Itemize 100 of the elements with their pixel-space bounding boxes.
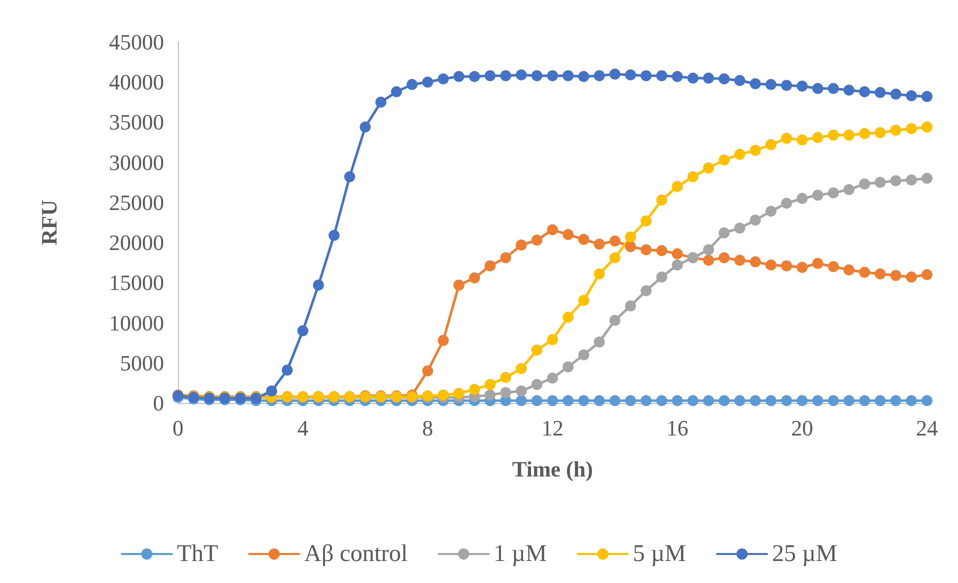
point	[578, 294, 590, 306]
point	[609, 314, 620, 326]
point	[703, 162, 714, 174]
y-tick-label: 10000	[109, 310, 164, 336]
point	[828, 395, 839, 406]
y-tick-label: 15000	[109, 270, 164, 296]
point	[890, 175, 902, 186]
point	[547, 395, 558, 406]
point	[859, 266, 870, 278]
point	[906, 272, 917, 283]
point	[422, 76, 434, 88]
point	[468, 71, 480, 82]
point	[531, 234, 542, 246]
x-tick-label: 16	[666, 416, 688, 440]
point	[906, 174, 917, 186]
point	[672, 180, 683, 192]
point	[906, 123, 917, 134]
point	[344, 171, 356, 182]
point	[609, 68, 620, 80]
point	[890, 124, 902, 136]
point	[672, 248, 683, 260]
point	[718, 395, 730, 406]
point	[516, 395, 527, 406]
point	[890, 395, 902, 406]
point	[718, 227, 730, 238]
point	[578, 395, 590, 406]
point	[453, 71, 464, 82]
point	[562, 395, 574, 406]
point	[500, 252, 512, 264]
point	[687, 395, 698, 406]
point	[874, 176, 886, 188]
point	[859, 178, 870, 190]
point	[812, 190, 824, 201]
point	[609, 395, 620, 406]
point	[562, 70, 574, 82]
point	[531, 344, 542, 356]
point	[594, 70, 605, 82]
point	[922, 91, 932, 102]
point	[843, 84, 854, 96]
point	[531, 70, 542, 82]
point	[625, 241, 636, 252]
point	[765, 139, 776, 150]
point	[625, 300, 636, 312]
point	[328, 230, 340, 241]
point	[578, 234, 590, 245]
point	[781, 132, 792, 144]
point	[874, 268, 886, 280]
point	[625, 69, 636, 80]
point	[734, 75, 746, 86]
point	[812, 83, 824, 94]
point	[687, 171, 698, 182]
y-tick-label: 0	[153, 390, 164, 416]
legend-label: ThT	[176, 541, 218, 567]
point	[453, 388, 464, 399]
point	[718, 154, 730, 166]
y-tick-label: 30000	[109, 150, 164, 175]
point	[922, 172, 932, 184]
point	[516, 385, 527, 396]
point	[438, 73, 449, 84]
point	[843, 184, 854, 196]
point	[750, 78, 761, 90]
point	[656, 272, 668, 283]
point	[468, 384, 480, 395]
point	[531, 379, 542, 390]
point	[843, 264, 854, 276]
point	[828, 187, 839, 198]
point	[812, 395, 824, 406]
point	[547, 334, 558, 346]
point	[656, 194, 668, 206]
legend-label: 25 µM	[772, 541, 838, 567]
point	[843, 395, 854, 406]
point	[672, 260, 683, 271]
point	[468, 272, 480, 284]
legend-label: Aβ control	[304, 541, 408, 567]
point	[734, 148, 746, 160]
point	[266, 385, 278, 396]
point	[609, 252, 620, 264]
point	[672, 395, 683, 406]
point	[438, 389, 449, 400]
point	[796, 80, 808, 92]
point	[484, 70, 496, 82]
point	[609, 235, 620, 246]
point	[656, 395, 668, 406]
point	[734, 222, 746, 234]
point	[750, 144, 761, 156]
point	[890, 88, 902, 100]
point	[765, 260, 776, 271]
point	[859, 128, 870, 139]
y-tick-label: 25000	[109, 190, 164, 215]
point	[422, 365, 434, 376]
point	[796, 262, 808, 273]
point	[718, 252, 730, 264]
point	[750, 214, 761, 226]
x-tick-label: 4	[297, 416, 308, 440]
point	[718, 73, 730, 84]
point	[531, 395, 542, 406]
point	[796, 395, 808, 406]
point	[484, 260, 496, 272]
point	[828, 83, 839, 94]
point	[453, 280, 464, 291]
